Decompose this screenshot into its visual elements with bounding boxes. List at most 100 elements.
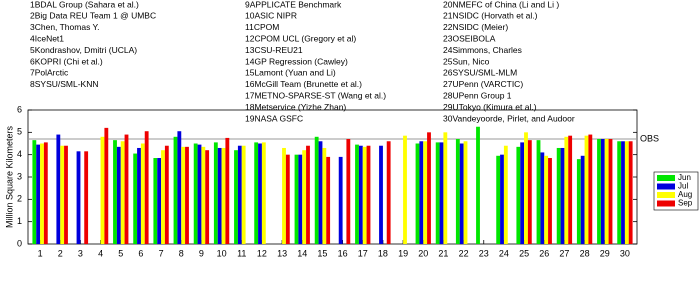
bar [225, 137, 230, 244]
entry-label: 8SYSU/SML-KNN [30, 79, 99, 89]
y-axis-label: Million Square Kilometers [4, 125, 14, 228]
bar [140, 143, 145, 244]
x-tick-label: 13 [277, 248, 287, 258]
x-tick-label: 9 [199, 248, 204, 258]
bar [516, 146, 521, 244]
bar [302, 150, 307, 244]
bar [133, 153, 138, 244]
entry-label: 1BDAL Group (Sahara et al.) [30, 0, 139, 9]
bar [476, 126, 480, 244]
y-tick-label: 6 [17, 104, 22, 114]
bar [153, 158, 158, 244]
bar [298, 154, 303, 244]
legend-swatch [657, 192, 675, 198]
x-tick-label: 16 [338, 248, 348, 258]
x-tick-label: 1 [38, 248, 43, 258]
bar [201, 146, 206, 244]
bar [608, 139, 613, 244]
x-tick-label: 27 [559, 248, 569, 258]
bar [261, 142, 266, 244]
bar [600, 139, 605, 244]
bar [556, 147, 561, 244]
bar [403, 135, 407, 244]
entry-label: 22NSIDC (Meier) [443, 22, 508, 32]
entry-label: 9APPLICATE Benchmark [245, 0, 342, 9]
bar [32, 140, 37, 244]
entry-label: 10ASIC NIPR [245, 11, 297, 21]
bar [285, 154, 290, 244]
x-tick-label: 12 [257, 248, 267, 258]
bar [237, 145, 242, 244]
bar [144, 131, 149, 244]
bar [173, 136, 178, 244]
bar [419, 141, 424, 244]
bar [193, 143, 198, 244]
bar [84, 151, 89, 244]
bar [318, 141, 323, 244]
bar [386, 141, 391, 244]
bar [338, 156, 343, 244]
bar [217, 147, 222, 244]
bar [76, 151, 81, 244]
entry-label: 16McGill Team (Brunette et al.) [245, 79, 362, 89]
y-tick-label: 3 [17, 171, 22, 181]
bar [346, 139, 351, 244]
x-tick-label: 6 [138, 248, 143, 258]
y-tick-label: 2 [17, 194, 22, 204]
x-tick-label: 8 [179, 248, 184, 258]
bar [435, 142, 440, 244]
bar [221, 147, 226, 244]
bar [439, 142, 444, 244]
x-tick-label: 14 [297, 248, 307, 258]
bar [628, 141, 633, 244]
bar [459, 143, 464, 244]
x-tick-label: 5 [118, 248, 123, 258]
bar [576, 159, 581, 244]
entry-label: 21NSIDC (Horvath et al.) [443, 11, 538, 21]
entry-label: 14GP Regression (Cawley) [245, 56, 348, 66]
entry-label: 29UTokyo (Kimura et al.) [443, 102, 537, 112]
bar [40, 143, 44, 244]
bar [36, 144, 41, 244]
legend-label: Jul [678, 182, 688, 191]
bar [60, 145, 65, 244]
x-tick-label: 28 [580, 248, 590, 258]
bar [588, 134, 593, 244]
entry-label: 2Big Data REU Team 1 @ UMBC [30, 11, 156, 21]
legend-label: Aug [678, 190, 692, 199]
entry-label: 7PolArctic [30, 68, 69, 78]
bar [580, 155, 585, 244]
bar [568, 135, 573, 244]
entry-label: 27UPenn (VARCTIC) [443, 79, 523, 89]
bar [282, 147, 286, 244]
bar [258, 143, 262, 244]
bar [500, 154, 504, 244]
bar [584, 135, 589, 244]
y-tick-label: 5 [17, 127, 22, 137]
x-tick-label: 2 [58, 248, 63, 258]
bar [604, 139, 609, 244]
bar [548, 158, 552, 244]
y-tick-label: 0 [17, 238, 22, 248]
entry-label: 11CPOM [245, 22, 279, 32]
x-tick-label: 24 [499, 248, 509, 258]
bar [544, 155, 549, 244]
bar [415, 143, 420, 244]
legend-label: Jun [678, 173, 691, 182]
reference-label: OBS [640, 133, 659, 143]
bar [362, 146, 367, 244]
entry-label: 20NMEFC of China (Li and Li ) [443, 0, 559, 9]
bar [213, 142, 218, 244]
x-tick-label: 22 [459, 248, 469, 258]
legend-swatch [657, 175, 675, 181]
bar [379, 145, 383, 244]
entry-label: 12CPOM UCL (Gregory et al) [245, 33, 356, 43]
bar [314, 136, 319, 244]
bar [524, 132, 528, 244]
bar [527, 140, 532, 244]
bar [427, 132, 431, 244]
bar [294, 154, 299, 244]
x-tick-label: 21 [438, 248, 448, 258]
x-tick-label: 25 [519, 248, 529, 258]
